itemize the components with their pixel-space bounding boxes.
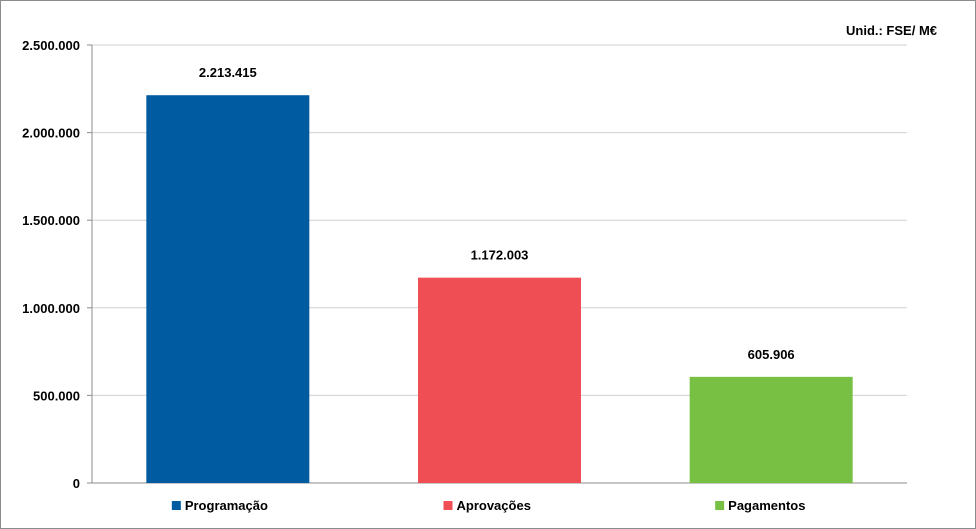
y-tick-label: 2.500.000 xyxy=(22,38,80,53)
legend-swatch xyxy=(171,501,181,510)
y-tick-label: 1.000.000 xyxy=(22,301,80,316)
bar xyxy=(418,277,581,483)
legend-label: Aprovações xyxy=(457,498,531,513)
y-tick-label: 2.000.000 xyxy=(22,126,80,141)
legend-label: Pagamentos xyxy=(728,498,805,513)
legend-label: Programação xyxy=(185,498,268,513)
y-tick-label: 500.000 xyxy=(33,388,80,403)
data-label: 1.172.003 xyxy=(471,248,529,263)
bar xyxy=(146,95,310,484)
data-label: 2.213.415 xyxy=(199,65,257,80)
y-tick-label: 1.500.000 xyxy=(22,213,80,228)
y-tick-label: 0 xyxy=(73,476,80,491)
bar xyxy=(689,376,853,483)
data-label: 605.906 xyxy=(748,347,795,362)
legend-swatch xyxy=(715,501,725,510)
legend-swatch xyxy=(443,501,453,510)
unit-label: Unid.: FSE/ M€ xyxy=(846,23,937,38)
